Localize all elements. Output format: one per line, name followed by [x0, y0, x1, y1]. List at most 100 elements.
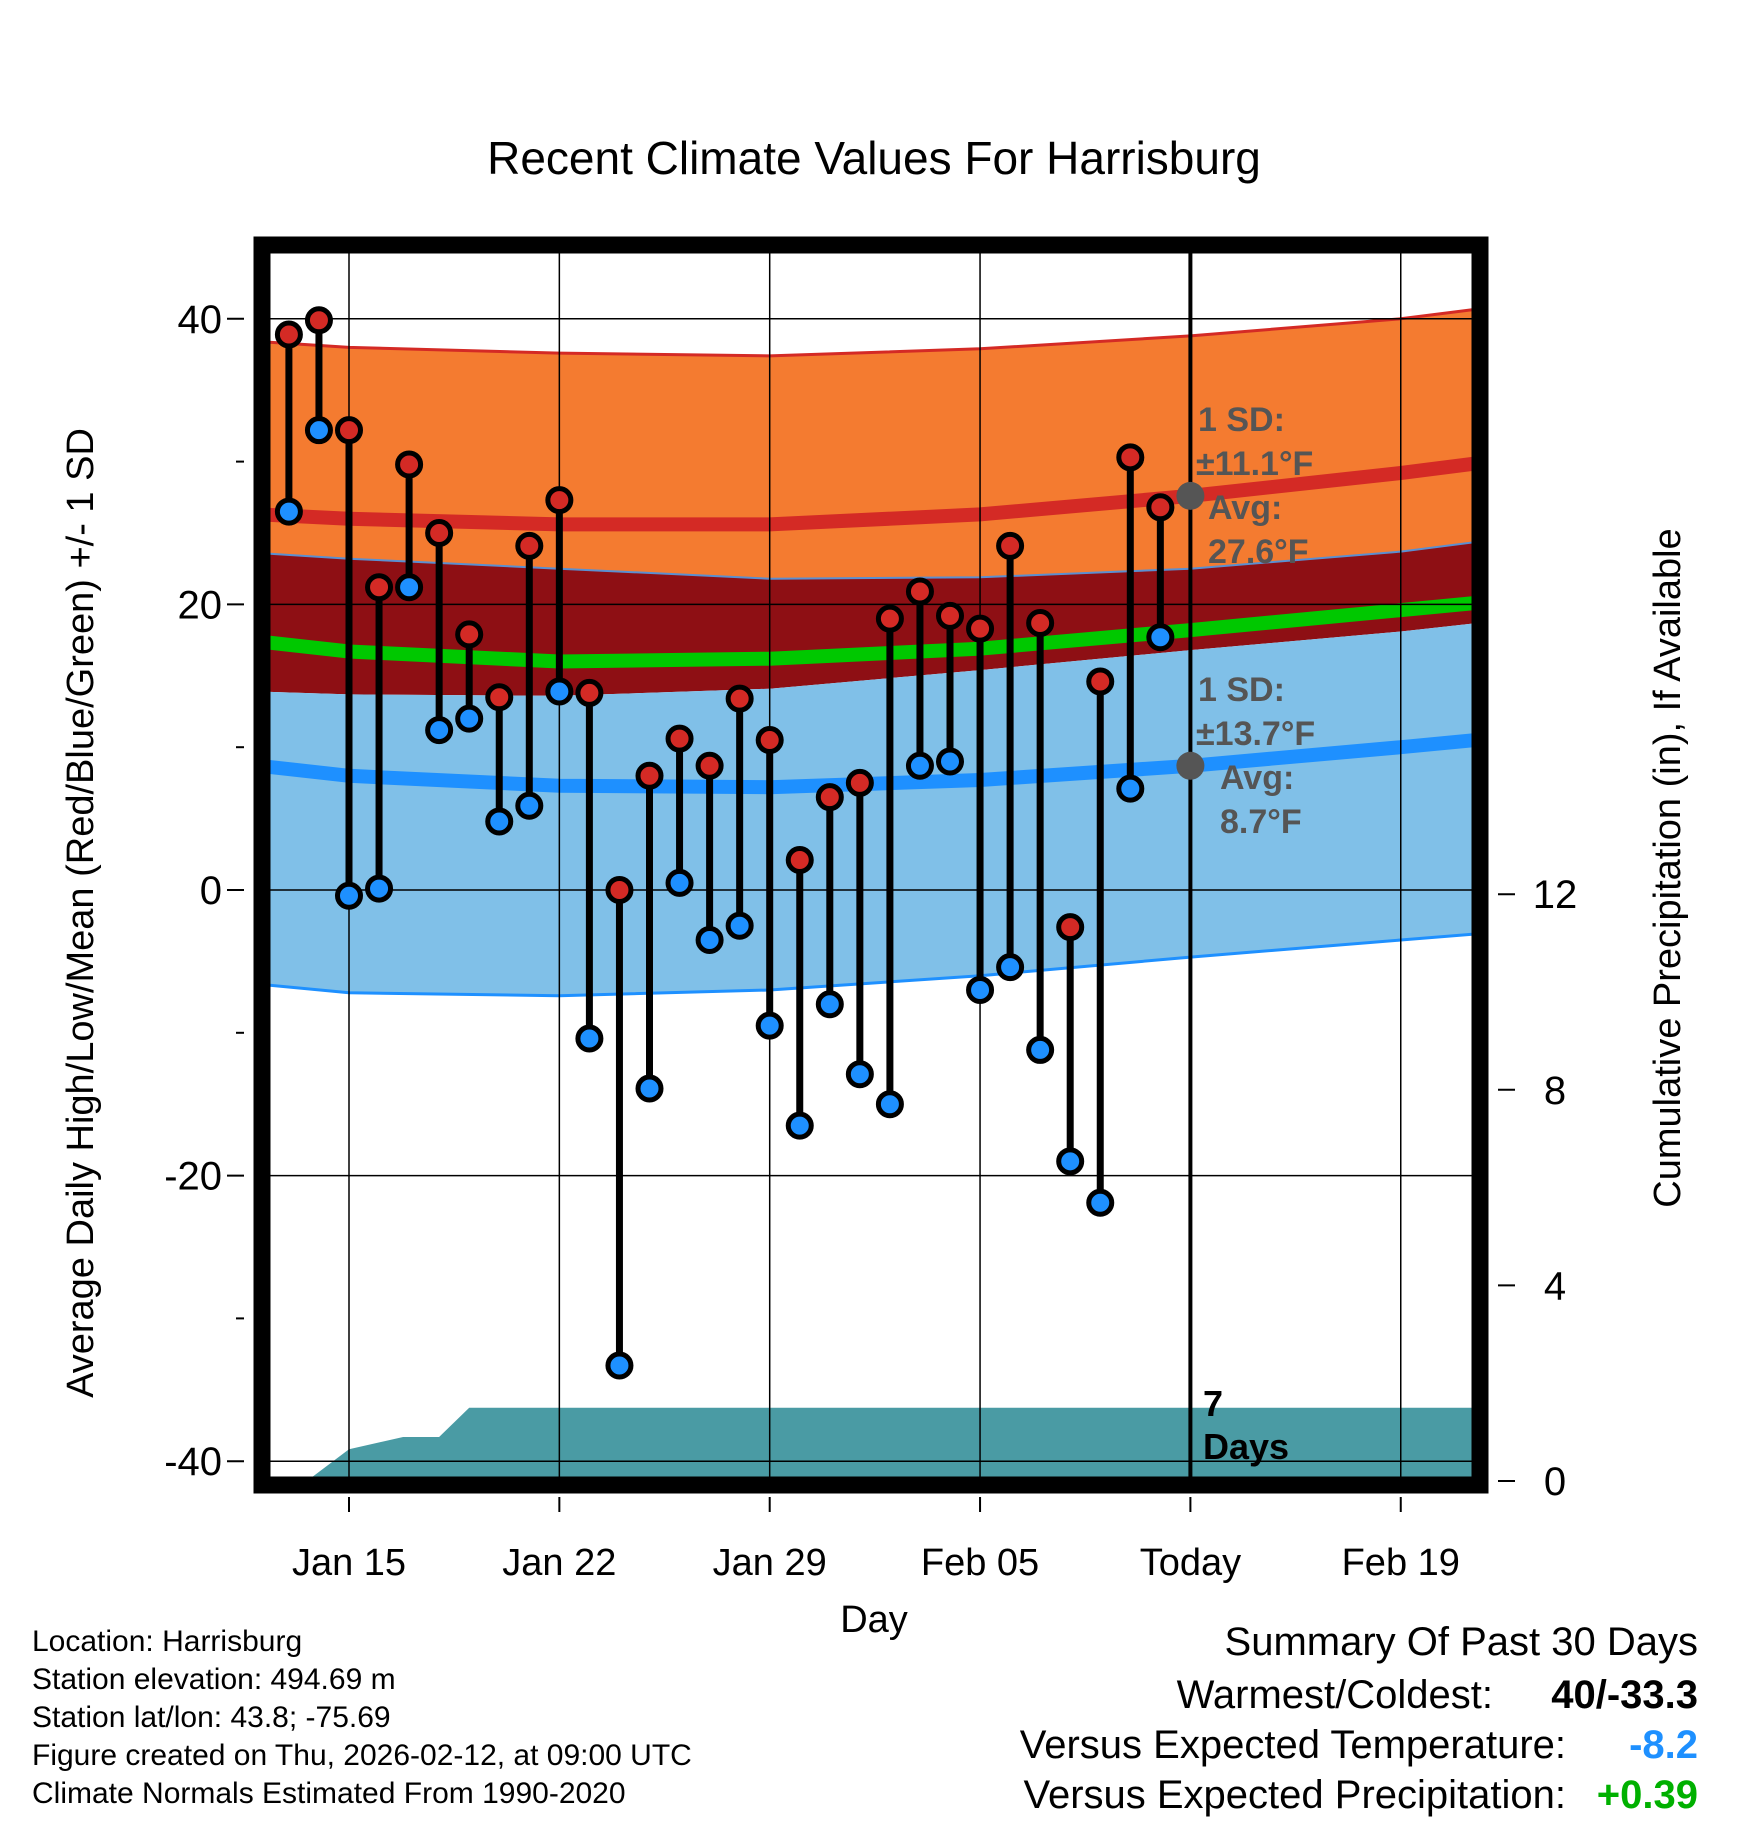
high-marker: [875, 604, 904, 633]
day-observation: [755, 726, 784, 1040]
low-marker: [635, 1074, 664, 1103]
day-observation: [335, 416, 363, 910]
normal-bands: [262, 307, 1480, 1481]
x-tick-label: Today: [1140, 1542, 1241, 1584]
day-observation: [1086, 667, 1115, 1217]
day-observation: [575, 678, 604, 1053]
high-marker: [725, 684, 754, 713]
info-location: Location: Harrisburg: [32, 1625, 303, 1658]
high-avg-label: Avg:: [1208, 489, 1282, 527]
day-observation: [1026, 608, 1055, 1064]
y-tick-label: -40: [164, 1440, 222, 1484]
low-marker: [575, 1024, 604, 1053]
high-marker: [905, 577, 934, 606]
day-observation: [785, 846, 814, 1140]
y-tick-label: 40: [178, 298, 223, 342]
low-marker: [1026, 1035, 1055, 1064]
day-observation: [905, 577, 934, 780]
day-observation: [875, 604, 904, 1119]
day-observation: [1056, 913, 1085, 1176]
low-lower-line: [262, 932, 1480, 998]
high-marker: [755, 726, 784, 755]
day-observation: [304, 306, 333, 445]
low-marker: [665, 868, 694, 897]
day-observation: [365, 573, 394, 903]
mean-normal-line: [262, 595, 1480, 669]
low-avg-value: 8.7°F: [1220, 803, 1302, 841]
day-observation: [455, 620, 484, 733]
day-observation: [515, 531, 544, 820]
days-label: Days: [1203, 1426, 1289, 1467]
y-tick-label: -20: [164, 1155, 222, 1199]
low-marker: [425, 716, 454, 745]
high-marker: [1086, 667, 1115, 696]
day-observation: [1116, 443, 1145, 803]
low-marker: [875, 1090, 904, 1119]
high-marker: [605, 876, 634, 904]
warmest-coldest-label: Warmest/Coldest:: [1176, 1673, 1493, 1717]
y2-tick-label: 12: [1533, 873, 1578, 917]
chart-title: Recent Climate Values For Harrisburg: [487, 132, 1261, 184]
low-marker: [725, 911, 754, 940]
high-sd-label: 1 SD:: [1198, 401, 1285, 439]
day-observation: [815, 783, 844, 1019]
day-observation: [1146, 493, 1175, 652]
low-marker: [1146, 623, 1175, 652]
high-marker: [1056, 913, 1085, 942]
high-marker: [1146, 493, 1175, 522]
high-marker: [695, 751, 724, 780]
info-elevation: Station elevation: 494.69 m: [32, 1663, 396, 1696]
high-sd-value: ±11.1°F: [1196, 445, 1313, 483]
high-marker: [304, 306, 333, 335]
low-sd-value: ±13.7°F: [1196, 715, 1315, 753]
y-axis-title: Average Daily High/Low/Mean (Red/Blue/Gr…: [60, 428, 102, 1398]
high-normal-line: [262, 455, 1480, 532]
high-lower-line: [262, 540, 1480, 580]
high-marker: [936, 601, 964, 630]
precip-area: [262, 1407, 1480, 1481]
high-marker: [485, 683, 514, 712]
low-marker: [335, 881, 363, 910]
day-observation: [665, 724, 694, 897]
high-marker: [575, 678, 604, 707]
high-upper-line: [262, 307, 1480, 358]
info-created: Figure created on Thu, 2026-02-12, at 09…: [32, 1739, 692, 1772]
high-marker: [365, 573, 394, 602]
low-marker: [1086, 1188, 1115, 1217]
low-marker: [545, 677, 574, 706]
high-marker: [845, 768, 874, 797]
day-observation: [845, 768, 874, 1089]
station-info: Location: Harrisburg Station elevation: …: [32, 1623, 692, 1813]
x-tick-label: Jan 29: [713, 1542, 827, 1584]
low-marker: [1056, 1147, 1085, 1176]
high-marker: [1026, 608, 1055, 637]
day-observation: [485, 683, 514, 836]
day-observation: [936, 601, 964, 776]
high-marker: [785, 846, 814, 875]
day-observation: [395, 450, 424, 602]
low-avg-label: Avg:: [1220, 759, 1294, 797]
day-observation: [425, 519, 454, 745]
x-axis-title: Day: [840, 1599, 908, 1641]
day-observation: [635, 761, 664, 1103]
low-marker: [695, 925, 724, 954]
low-marker: [605, 1351, 634, 1380]
temp-anomaly-value: -8.2: [1629, 1723, 1698, 1767]
days-count: 7: [1203, 1383, 1223, 1424]
low-marker: [395, 573, 424, 602]
day-observation: [605, 876, 634, 1380]
x-tick-label: Jan 15: [292, 1542, 406, 1584]
high-marker: [455, 620, 484, 649]
low-marker: [485, 807, 514, 836]
high-marker: [665, 724, 694, 753]
low-marker: [966, 975, 995, 1004]
day-observation: [725, 684, 754, 940]
plot-frame: [253, 236, 1489, 1494]
info-normals: Climate Normals Estimated From 1990-2020: [32, 1777, 626, 1810]
high-marker: [635, 761, 664, 790]
precip-anomaly-value: +0.39: [1596, 1773, 1698, 1817]
low-marker: [304, 416, 333, 445]
day-observation: [996, 531, 1025, 982]
low-marker: [815, 990, 844, 1019]
